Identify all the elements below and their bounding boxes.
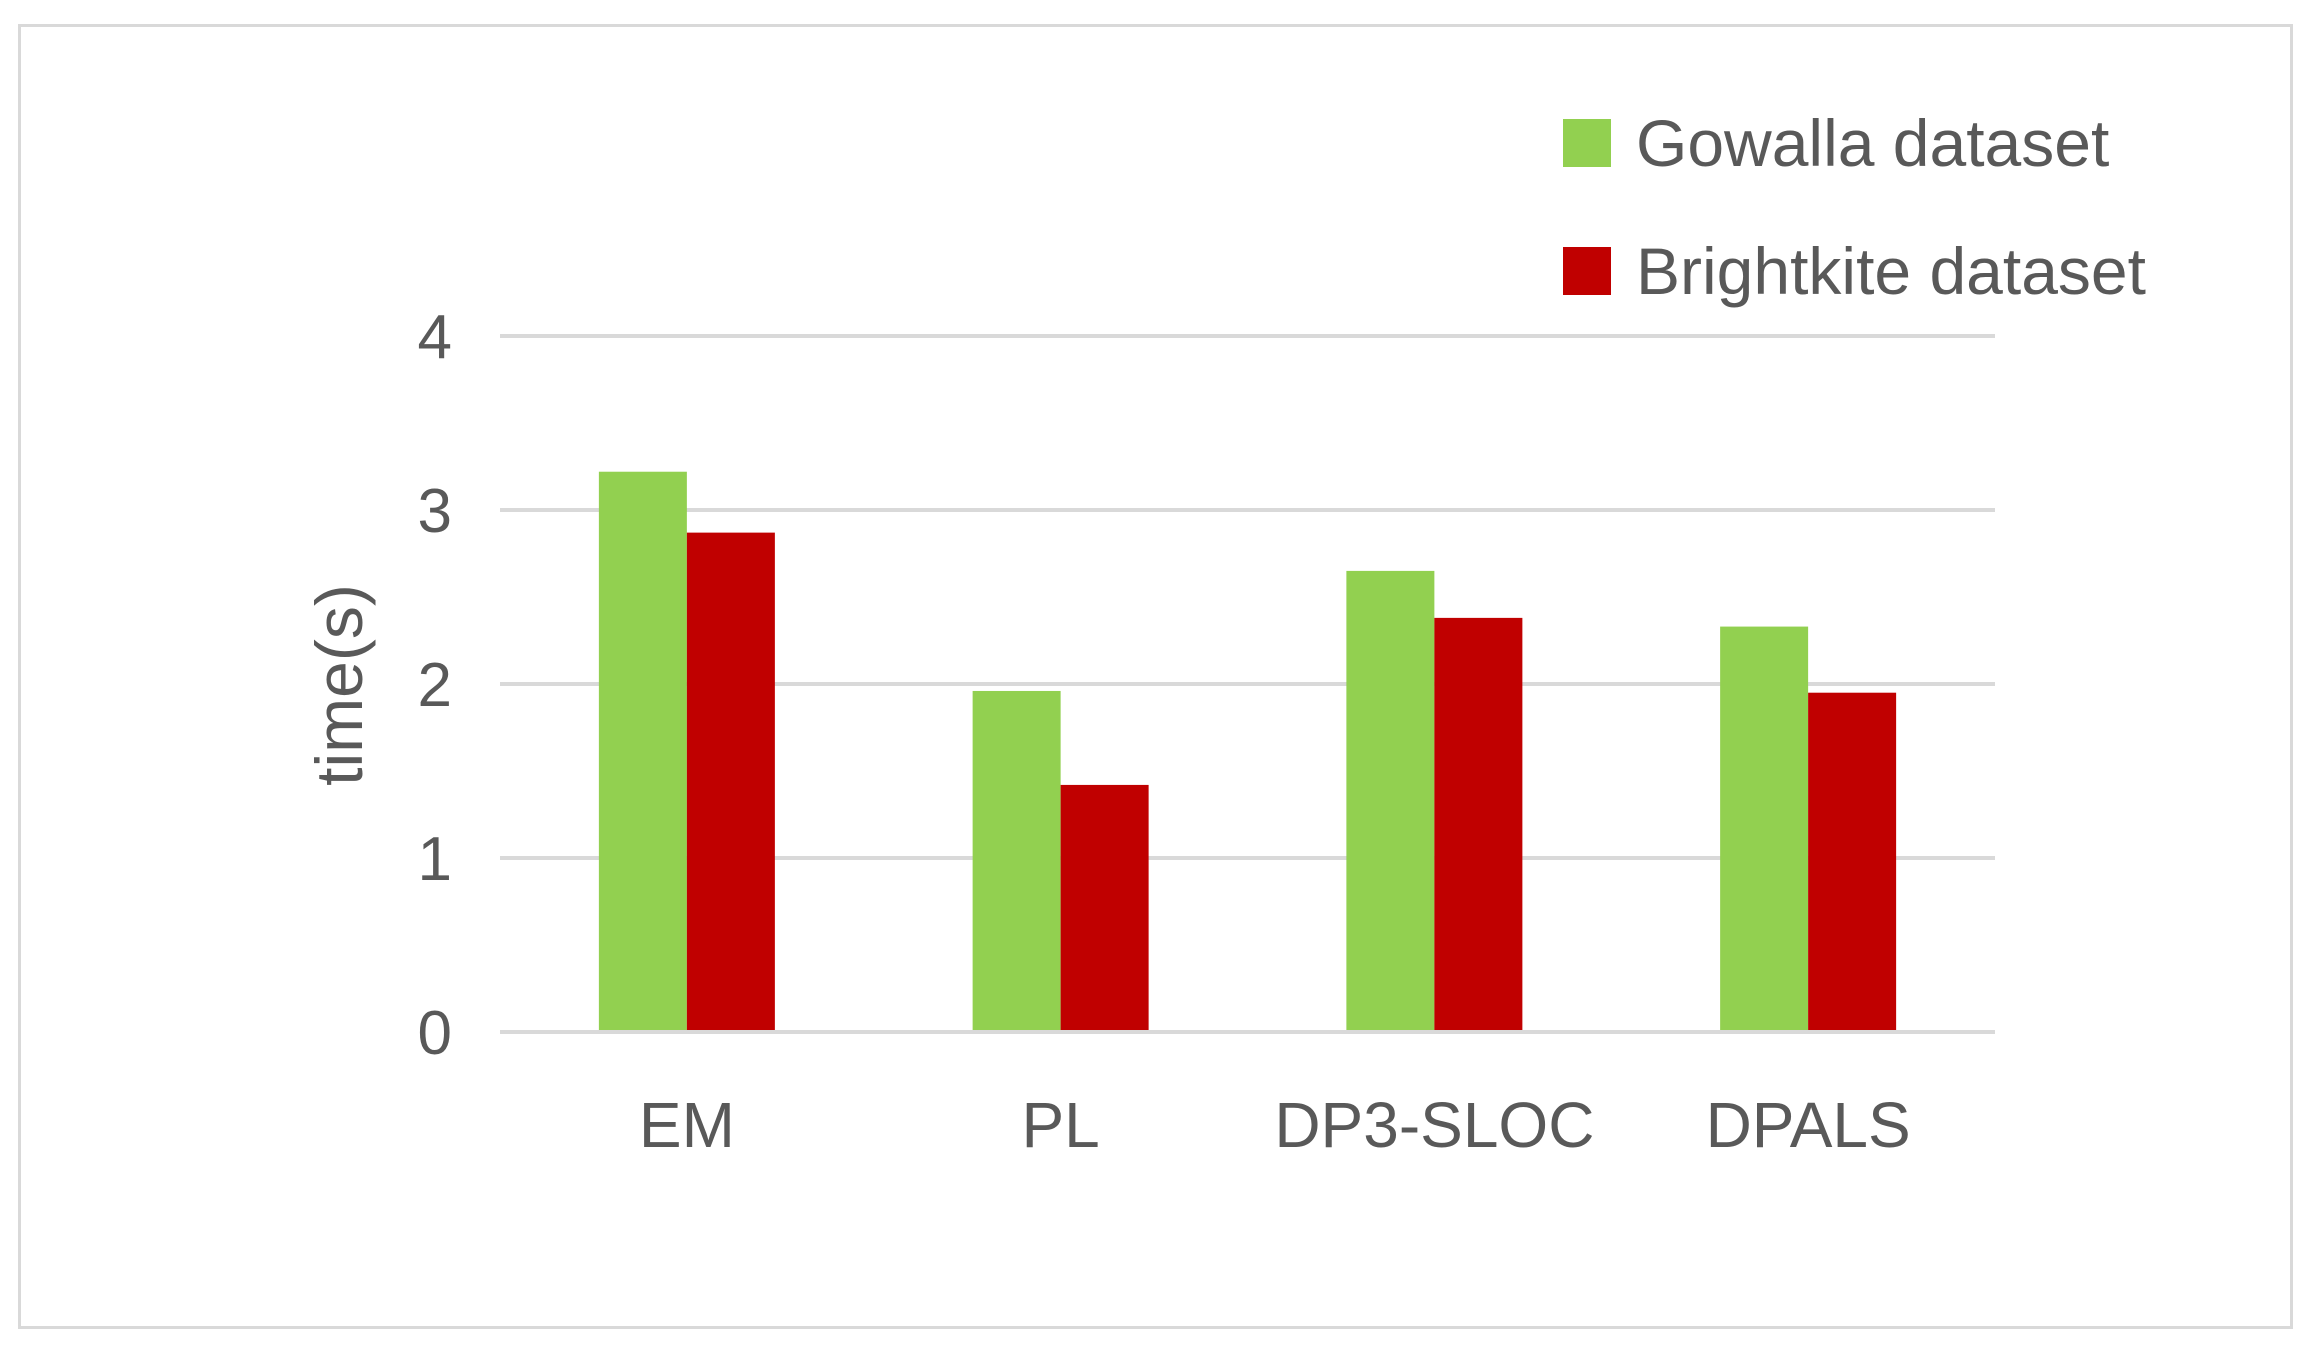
- y-axis-title: time(s): [302, 584, 376, 786]
- y-tick-label: 4: [418, 303, 452, 372]
- legend-label: Brightkite dataset: [1636, 234, 2146, 308]
- bars: [500, 471, 1995, 1034]
- y-tick-label: 3: [418, 477, 452, 546]
- legend-swatch: [1563, 247, 1611, 295]
- bar-pl-brightkite: [1060, 784, 1149, 1032]
- bar-em-gowalla: [598, 471, 687, 1033]
- bar-dp3-sloc-brightkite: [1434, 617, 1523, 1032]
- chart-frame: [18, 24, 2293, 1329]
- x-category-label: EM: [639, 1089, 735, 1161]
- x-category-label: PL: [1021, 1089, 1099, 1161]
- y-tick-label: 2: [418, 651, 452, 720]
- bar-dpals-brightkite: [1808, 692, 1897, 1032]
- legend-label: Gowalla dataset: [1636, 106, 2109, 180]
- bar-pl-gowalla: [972, 690, 1061, 1032]
- y-tick-label: 1: [418, 825, 452, 894]
- x-category-label: DP3-SLOC: [1274, 1089, 1594, 1161]
- bar-em-brightkite: [686, 532, 775, 1032]
- x-axis-categories: EM PL DP3-SLOC DPALS: [639, 1089, 1911, 1161]
- legend: Gowalla dataset Brightkite dataset: [1563, 106, 2146, 308]
- bar-dpals-gowalla: [1720, 626, 1809, 1032]
- x-category-label: DPALS: [1706, 1089, 1911, 1161]
- bar-dp3-sloc-gowalla: [1346, 570, 1435, 1032]
- y-axis-ticks: 0 1 2 3 4: [418, 303, 452, 1068]
- legend-swatch: [1563, 119, 1611, 167]
- y-tick-label: 0: [418, 999, 452, 1068]
